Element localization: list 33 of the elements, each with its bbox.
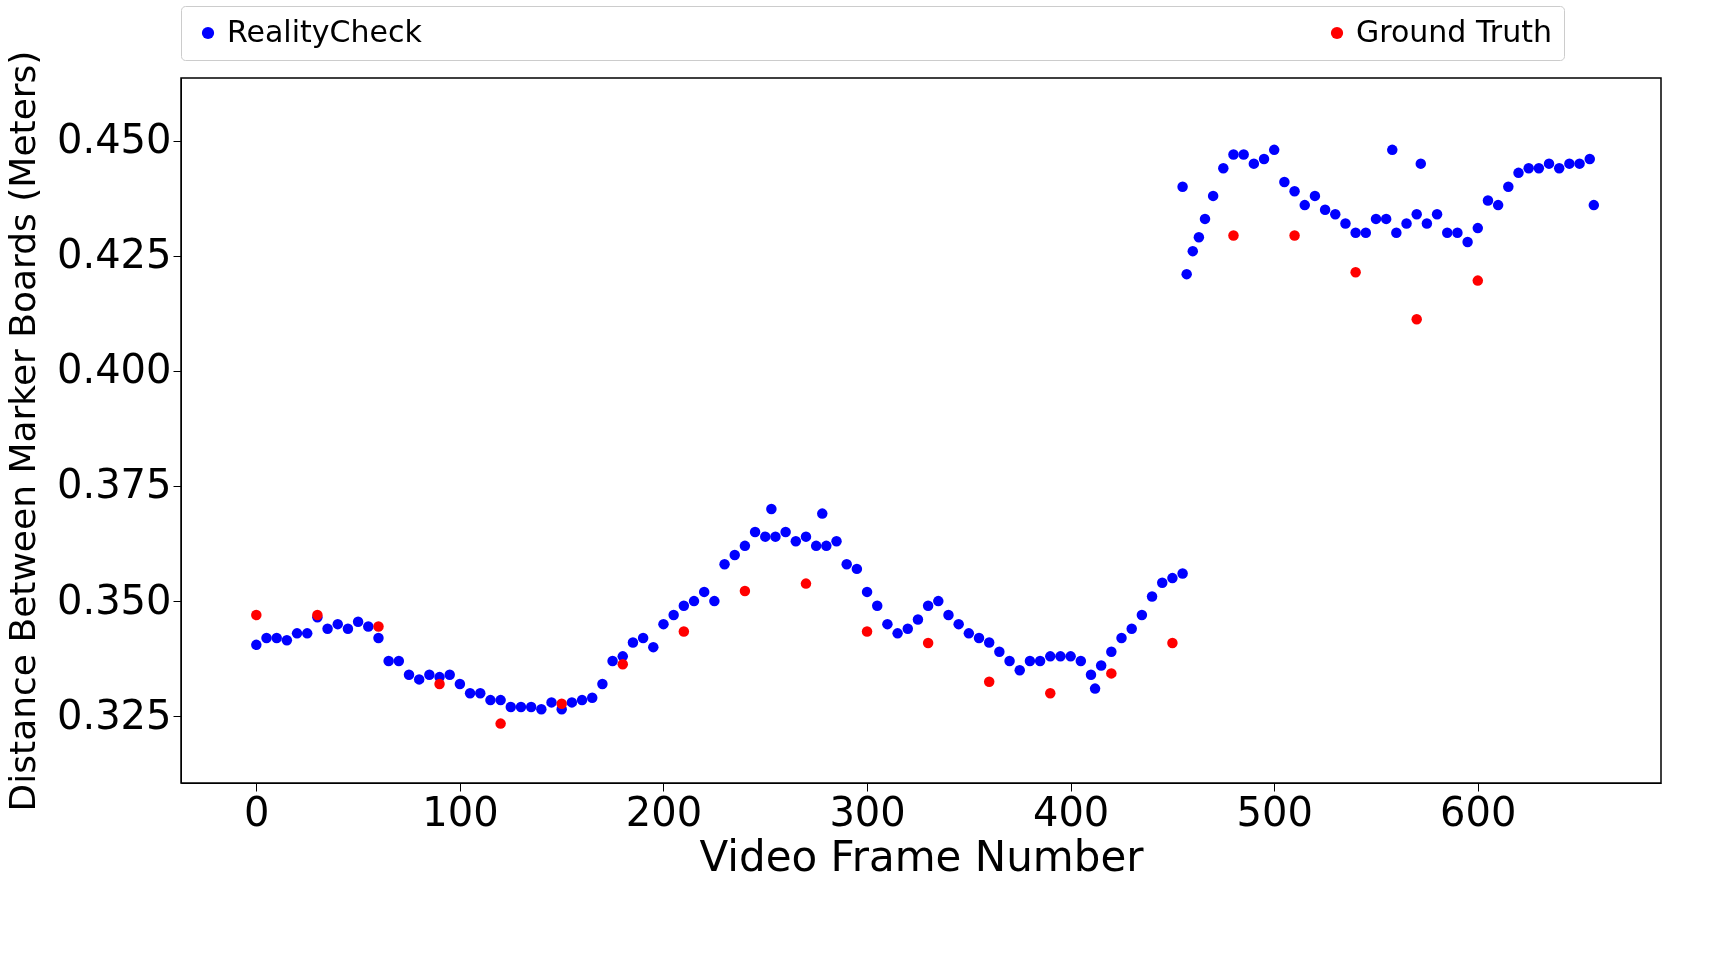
y-tick-label: 0.425	[56, 231, 172, 278]
x-tick-label: 100	[422, 788, 499, 835]
point	[922, 637, 934, 649]
point	[739, 585, 751, 597]
point	[1411, 314, 1422, 325]
y-tick-label: 0.450	[56, 116, 172, 163]
point	[373, 621, 384, 632]
point	[556, 698, 567, 710]
legend-label: RealityCheck	[227, 14, 423, 49]
x-tick-label: 500	[1236, 788, 1313, 835]
y-tick-label: 0.400	[56, 346, 172, 393]
point	[495, 718, 506, 729]
x-tick-label: 600	[1440, 788, 1517, 835]
point	[861, 626, 873, 637]
y-tick-label: 0.375	[56, 461, 172, 508]
y-tick-label: 0.325	[56, 691, 172, 738]
point	[983, 676, 995, 687]
point	[1106, 668, 1117, 679]
point	[617, 658, 628, 670]
point	[1350, 267, 1361, 278]
point	[1167, 637, 1178, 649]
y-tick-label: 0.350	[56, 576, 172, 623]
point	[1472, 275, 1484, 286]
x-tick-label: 0	[244, 788, 270, 835]
point	[251, 609, 262, 621]
point	[1045, 687, 1056, 699]
point	[678, 626, 690, 637]
point	[1289, 230, 1300, 241]
point	[1228, 230, 1239, 241]
point	[434, 678, 445, 690]
point	[800, 578, 812, 589]
legend-label: Ground Truth	[1356, 14, 1552, 49]
y-axis-title: Distance Between Marker Boards (Meters)	[1, 50, 43, 812]
